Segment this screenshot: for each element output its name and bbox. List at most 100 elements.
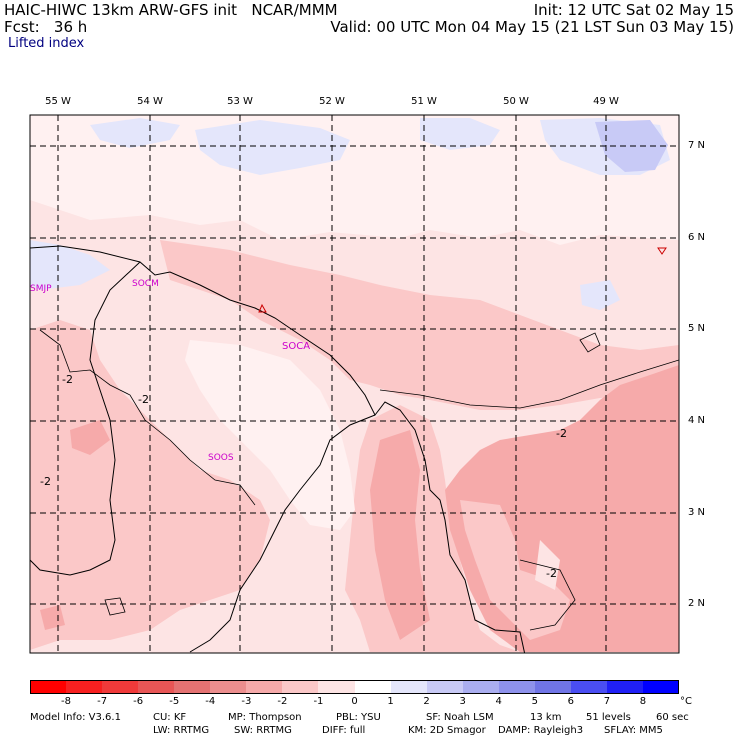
colorbar-tick-label: -8 bbox=[61, 696, 72, 707]
info-levels: 51 levels bbox=[586, 712, 631, 723]
info-sw: SW: RRTMG bbox=[234, 725, 292, 736]
colorbar-tick-label: 6 bbox=[567, 696, 575, 707]
info-resolution: 13 km bbox=[530, 712, 562, 723]
contour-label-minus2-d: -2 bbox=[556, 427, 567, 440]
contour-label-minus2-a: -2 bbox=[62, 373, 73, 386]
li-shading-plus1-f bbox=[580, 280, 620, 310]
contour-minus2-c bbox=[519, 559, 576, 631]
info-sf: SF: Noah LSM bbox=[426, 712, 494, 723]
contour-minus2-d bbox=[579, 332, 601, 353]
colorbar-tick-label: 8 bbox=[639, 696, 647, 707]
lon-label-51w: 51 W bbox=[411, 96, 437, 107]
station-soca: SOCA bbox=[282, 341, 311, 352]
lat-label-5n: 5 N bbox=[688, 323, 706, 334]
station-smjp: SMJP bbox=[30, 284, 52, 294]
colorbar-tick-label: -7 bbox=[97, 696, 108, 707]
triangle-marker-east bbox=[657, 247, 667, 255]
colorbar-cell bbox=[66, 680, 103, 694]
info-timestep: 60 sec bbox=[656, 712, 689, 723]
info-km: KM: 2D Smagor bbox=[408, 725, 486, 736]
li-shading-plus1-b bbox=[195, 120, 350, 175]
colorbar-cell bbox=[534, 680, 572, 694]
lat-label-6n: 6 N bbox=[688, 232, 706, 243]
colorbar-cell bbox=[282, 680, 319, 694]
valid-time: Valid: 00 UTC Mon 04 May 15 (21 LST Sun … bbox=[330, 18, 734, 36]
colorbar-cell bbox=[246, 680, 283, 694]
colorbar-cell bbox=[318, 680, 355, 694]
lon-label-55w: 55 W bbox=[45, 96, 71, 107]
lon-label-50w: 50 W bbox=[503, 96, 529, 107]
colorbar-unit: °C bbox=[680, 696, 692, 707]
li-shading-plus1-c bbox=[420, 118, 500, 150]
init-time: Init: 12 UTC Sat 02 May 15 bbox=[533, 1, 734, 19]
colorbar-cell bbox=[462, 680, 500, 694]
li-shading-plus1-e bbox=[30, 240, 110, 290]
contour-minus2-a bbox=[39, 329, 256, 506]
li-shading-minus2-coast bbox=[160, 240, 679, 410]
lon-label-53w: 53 W bbox=[227, 96, 253, 107]
colorbar-cell bbox=[174, 680, 211, 694]
station-socm: SOCM bbox=[132, 279, 159, 289]
colorbar-cell bbox=[210, 680, 247, 694]
li-shading-minus2-island bbox=[460, 500, 570, 640]
info-damp: DAMP: Rayleigh3 bbox=[498, 725, 584, 736]
li-shading-minus3-a bbox=[70, 420, 110, 455]
lon-label-54w: 54 W bbox=[137, 96, 163, 107]
triangle-marker-coast bbox=[258, 303, 267, 313]
colorbar-tick-label: -1 bbox=[313, 696, 324, 707]
colorbar-cell bbox=[354, 680, 392, 694]
colorbar-cell bbox=[642, 680, 680, 694]
lat-label-7n: 7 N bbox=[688, 140, 706, 151]
map-frame bbox=[29, 114, 680, 654]
contour-minus2-e bbox=[104, 597, 126, 616]
colorbar-tick-label: -3 bbox=[241, 696, 252, 707]
contour-minus2-b bbox=[379, 359, 679, 409]
colorbar-tick-label: 2 bbox=[423, 696, 430, 707]
lon-label-52w: 52 W bbox=[319, 96, 345, 107]
model-title: HAIC-HIWC 13km ARW-GFS init NCAR/MMM bbox=[4, 1, 338, 19]
info-mp: MP: Thompson bbox=[228, 712, 302, 723]
colorbar-cell bbox=[606, 680, 644, 694]
colorbar-cell bbox=[390, 680, 428, 694]
contour-label-minus2-e: -2 bbox=[546, 567, 557, 580]
info-lw: LW: RRTMG bbox=[153, 725, 210, 736]
info-cu: CU: KF bbox=[153, 712, 187, 723]
colorbar-tick-label: 4 bbox=[495, 696, 502, 707]
coastline bbox=[30, 245, 526, 653]
contour-label-minus2-b: -2 bbox=[138, 393, 149, 406]
info-diff: DIFF: full bbox=[322, 725, 366, 736]
lat-lon-grid bbox=[30, 115, 679, 653]
colorbar-tick-label: -4 bbox=[205, 696, 216, 707]
li-shading-minus1-island bbox=[535, 540, 560, 590]
info-pbl: PBL: YSU bbox=[336, 712, 381, 723]
contour-label-minus2-c: -2 bbox=[40, 475, 51, 488]
colorbar-tick-label: 3 bbox=[459, 696, 466, 707]
lat-label-2n: 2 N bbox=[688, 598, 706, 609]
forecast-hour: Fcst: 36 h bbox=[4, 18, 88, 36]
colorbar-tick-label: 1 bbox=[387, 696, 394, 707]
field-name: Lifted index bbox=[8, 36, 85, 51]
border-guyana-suriname bbox=[30, 261, 141, 576]
colorbar-tick-label: 7 bbox=[603, 696, 611, 707]
li-shading-plus1-a bbox=[90, 118, 180, 148]
info-model: Model Info: V3.6.1 bbox=[30, 712, 121, 723]
li-shading-minus3-c bbox=[370, 430, 430, 640]
li-shading-minus3-b bbox=[40, 605, 65, 630]
li-shading-near-zero bbox=[30, 115, 679, 245]
colorbar-tick-label: -5 bbox=[169, 696, 180, 707]
colorbar-cell bbox=[138, 680, 175, 694]
lon-label-49w: 49 W bbox=[593, 96, 619, 107]
colorbar-cell bbox=[426, 680, 464, 694]
colorbar-tick-label: -2 bbox=[277, 696, 288, 707]
lat-label-3n: 3 N bbox=[688, 507, 706, 518]
colorbar-tick-label: -6 bbox=[133, 696, 144, 707]
colorbar-tick-label: 0 bbox=[351, 696, 358, 707]
colorbar-tick-label: 5 bbox=[531, 696, 538, 707]
colorbar-cell bbox=[570, 680, 608, 694]
colorbar-frame bbox=[30, 680, 679, 694]
colorbar-cell bbox=[102, 680, 139, 694]
li-shading-near-zero-tongue bbox=[185, 340, 355, 530]
lat-label-4n: 4 N bbox=[688, 415, 706, 426]
border-suriname-guiana bbox=[189, 414, 376, 653]
